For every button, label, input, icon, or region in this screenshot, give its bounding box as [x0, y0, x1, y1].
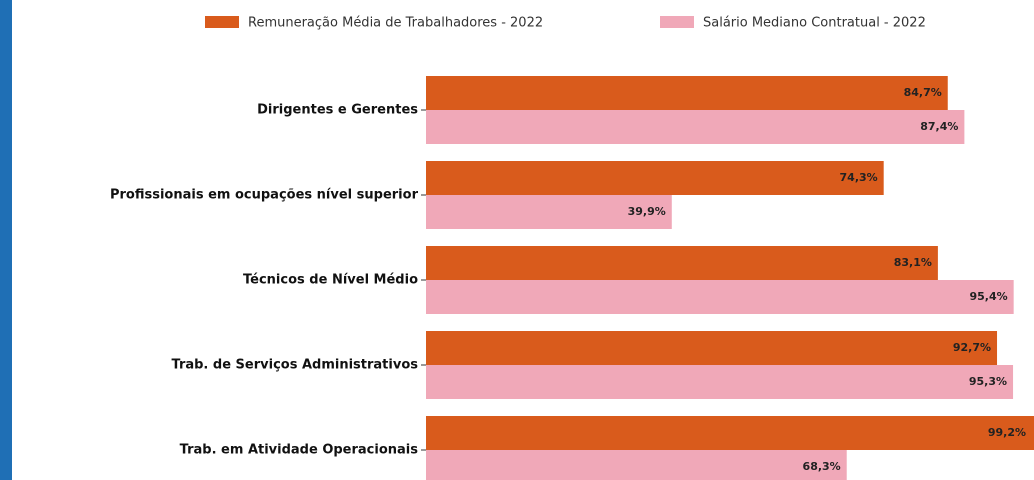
value-label: 95,3% [969, 375, 1007, 388]
bar [426, 246, 938, 280]
value-label: 83,1% [894, 256, 932, 269]
value-label: 39,9% [628, 205, 666, 218]
legend-swatch [205, 16, 239, 28]
bar [426, 450, 847, 480]
bar [426, 161, 884, 195]
category-label: Trab. de Serviços Administrativos [172, 358, 419, 373]
value-label: 87,4% [920, 120, 958, 133]
category-label: Trab. em Atividade Operacionais [180, 443, 419, 458]
category-label: Dirigentes e Gerentes [257, 103, 418, 118]
value-label: 92,7% [953, 341, 991, 354]
bar [426, 331, 998, 365]
bar [426, 365, 1014, 399]
bar [426, 195, 672, 229]
side-strip [0, 0, 12, 480]
bar [426, 76, 948, 110]
value-label: 99,2% [988, 426, 1026, 439]
bar [426, 416, 1034, 450]
legend-label: Salário Mediano Contratual - 2022 [703, 16, 926, 31]
bar [426, 110, 965, 144]
category-label: Técnicos de Nível Médio [243, 273, 418, 288]
value-label: 68,3% [803, 460, 841, 473]
bar [426, 280, 1014, 314]
legend-swatch [660, 16, 694, 28]
value-label: 74,3% [840, 171, 878, 184]
value-label: 95,4% [969, 290, 1007, 303]
value-label: 84,7% [904, 86, 942, 99]
category-label: Profissionais em ocupações nível superio… [110, 188, 419, 203]
legend-label: Remuneração Média de Trabalhadores - 202… [248, 16, 543, 31]
